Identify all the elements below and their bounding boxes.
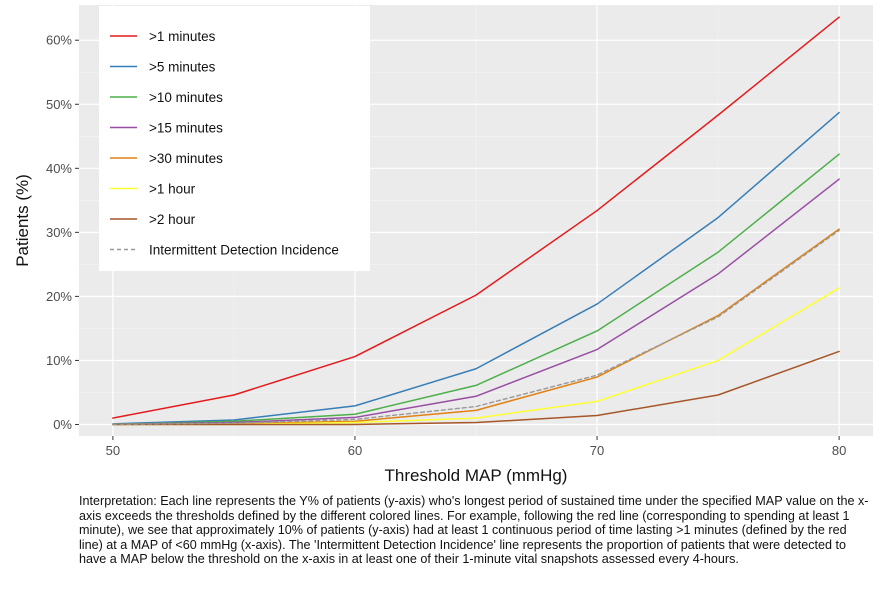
legend-box — [99, 6, 370, 271]
legend-label-intermittent-detection-incidence: Intermittent Detection Incidence — [149, 242, 339, 257]
y-tick-label: 10% — [46, 353, 72, 368]
legend-label-15-minutes: >15 minutes — [149, 120, 223, 135]
caption-text: Interpretation: Each line represents the… — [79, 494, 869, 567]
x-tick-label: 80 — [832, 443, 846, 458]
y-tick-label: 20% — [46, 289, 72, 304]
x-axis-title: Threshold MAP (mmHg) — [385, 466, 568, 485]
legend-label-1-hour: >1 hour — [149, 181, 196, 196]
legend-label-10-minutes: >10 minutes — [149, 90, 223, 105]
x-tick-label: 60 — [348, 443, 362, 458]
series-line-2-hour — [112, 350, 840, 426]
y-tick-label: 30% — [46, 225, 72, 240]
legend-label-1-minutes: >1 minutes — [149, 29, 216, 44]
y-axis-ticks: 0% 10% 20% 30% 40% 50% 60% — [46, 33, 79, 432]
line-chart: 0% 10% 20% 30% 40% 50% 60% 50 60 70 80 Threshold … — [13, 5, 873, 485]
series-line-5-minutes — [112, 111, 840, 425]
legend-label-5-minutes: >5 minutes — [149, 59, 216, 74]
series-lines — [112, 16, 840, 426]
y-axis-title: Patients (%) — [13, 174, 32, 267]
series-line-10-minutes — [112, 153, 840, 426]
x-tick-label: 70 — [590, 443, 604, 458]
legend-label-2-hour: >2 hour — [149, 212, 196, 227]
y-tick-label: 60% — [46, 33, 72, 48]
interpretation-caption: Interpretation: Each line represents the… — [79, 494, 869, 567]
x-axis-ticks: 50 60 70 80 — [106, 436, 846, 458]
series-line-intermittent-detection-incidence — [112, 229, 840, 426]
y-tick-label: 0% — [53, 417, 72, 432]
legend-label-30-minutes: >30 minutes — [149, 151, 223, 166]
y-tick-label: 40% — [46, 161, 72, 176]
y-tick-label: 50% — [46, 97, 72, 112]
legend: >1 minutes >5 minutes >10 minutes >15 minut… — [99, 6, 370, 271]
x-tick-label: 50 — [106, 443, 120, 458]
series-line-1-minutes — [112, 16, 840, 419]
